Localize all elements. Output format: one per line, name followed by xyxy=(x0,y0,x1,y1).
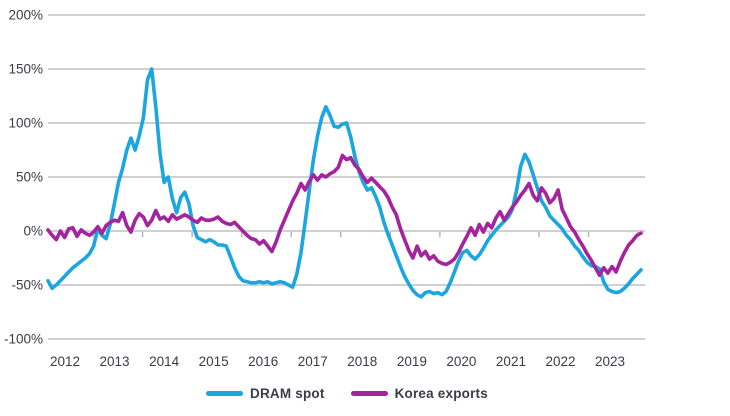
y-axis-label: -50% xyxy=(11,278,43,293)
legend-item-dram-spot: DRAM spot xyxy=(206,386,325,401)
x-axis-label: 2012 xyxy=(50,354,80,369)
legend-label-dram-spot: DRAM spot xyxy=(250,386,325,401)
legend-item-korea-exports: Korea exports xyxy=(350,386,488,401)
y-axis-label: 50% xyxy=(16,170,43,185)
y-axis-label: 0% xyxy=(23,224,43,239)
korea-exports-line xyxy=(46,153,643,278)
x-axis-label: 2022 xyxy=(545,354,575,369)
y-axis-label: 200% xyxy=(8,8,43,23)
x-axis-label: 2015 xyxy=(199,354,229,369)
y-axis-label: 100% xyxy=(8,116,43,131)
x-axis-label: 2023 xyxy=(595,354,625,369)
x-axis-label: 2013 xyxy=(100,354,130,369)
y-axis-label: 150% xyxy=(8,62,43,77)
korea-exports-line-swatch xyxy=(350,391,388,396)
x-axis-label: 2017 xyxy=(298,354,328,369)
legend-label-korea-exports: Korea exports xyxy=(394,386,488,401)
y-axis-label: -100% xyxy=(4,332,43,347)
dram-spot-line xyxy=(46,67,643,299)
chart-legend: DRAM spot Korea exports xyxy=(0,386,694,401)
dram-spot-line-swatch xyxy=(206,391,244,396)
x-axis-label: 2019 xyxy=(397,354,427,369)
x-axis-label: 2020 xyxy=(446,354,476,369)
x-axis-label: 2018 xyxy=(347,354,377,369)
x-axis-label: 2016 xyxy=(248,354,278,369)
x-axis-label: 2021 xyxy=(496,354,526,369)
x-axis-label: 2014 xyxy=(149,354,180,369)
